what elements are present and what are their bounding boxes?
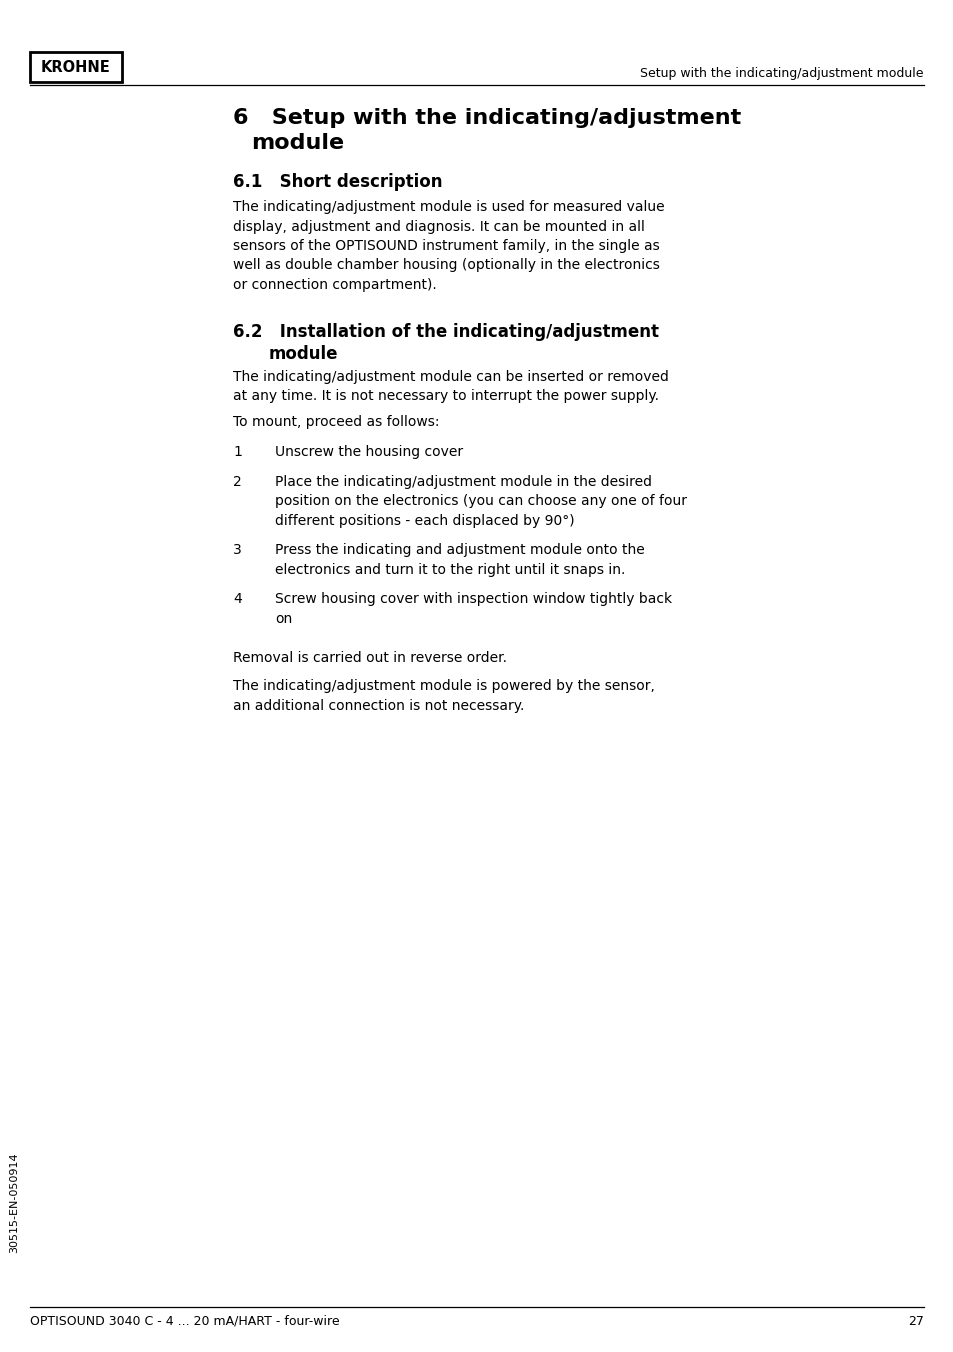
Text: The indicating/adjustment module is used for measured value: The indicating/adjustment module is used…: [233, 200, 664, 214]
Text: To mount, proceed as follows:: To mount, proceed as follows:: [233, 415, 439, 429]
Text: KROHNE: KROHNE: [41, 59, 111, 74]
Text: Unscrew the housing cover: Unscrew the housing cover: [274, 445, 462, 458]
Text: module: module: [269, 345, 338, 362]
Text: 6   Setup with the indicating/adjustment: 6 Setup with the indicating/adjustment: [233, 108, 740, 128]
Text: module: module: [251, 132, 344, 153]
Text: 2: 2: [233, 475, 241, 489]
Text: at any time. It is not necessary to interrupt the power supply.: at any time. It is not necessary to inte…: [233, 389, 659, 403]
Text: 3: 3: [233, 544, 241, 557]
Text: or connection compartment).: or connection compartment).: [233, 279, 436, 292]
Text: on: on: [274, 612, 292, 626]
Text: Removal is carried out in reverse order.: Removal is carried out in reverse order.: [233, 652, 506, 665]
Text: position on the electronics (you can choose any one of four: position on the electronics (you can cho…: [274, 495, 686, 508]
Text: well as double chamber housing (optionally in the electronics: well as double chamber housing (optional…: [233, 258, 659, 273]
Text: display, adjustment and diagnosis. It can be mounted in all: display, adjustment and diagnosis. It ca…: [233, 219, 644, 234]
Text: Setup with the indicating/adjustment module: Setup with the indicating/adjustment mod…: [639, 68, 923, 80]
Text: 4: 4: [233, 592, 241, 607]
Text: different positions - each displaced by 90°): different positions - each displaced by …: [274, 514, 574, 529]
Text: OPTISOUND 3040 C - 4 ... 20 mA/HART - four-wire: OPTISOUND 3040 C - 4 ... 20 mA/HART - fo…: [30, 1315, 339, 1328]
Text: 27: 27: [907, 1315, 923, 1328]
Text: electronics and turn it to the right until it snaps in.: electronics and turn it to the right unt…: [274, 562, 625, 577]
Text: The indicating/adjustment module is powered by the sensor,: The indicating/adjustment module is powe…: [233, 680, 654, 694]
Text: 6.2   Installation of the indicating/adjustment: 6.2 Installation of the indicating/adjus…: [233, 323, 659, 341]
Text: Screw housing cover with inspection window tightly back: Screw housing cover with inspection wind…: [274, 592, 672, 607]
Text: an additional connection is not necessary.: an additional connection is not necessar…: [233, 699, 524, 713]
Bar: [30, 51, 122, 82]
Text: 1: 1: [233, 445, 242, 458]
Text: 30515-EN-050914: 30515-EN-050914: [9, 1152, 19, 1252]
Text: sensors of the OPTISOUND instrument family, in the single as: sensors of the OPTISOUND instrument fami…: [233, 239, 659, 253]
Text: 6.1   Short description: 6.1 Short description: [233, 173, 442, 191]
Text: Place the indicating/adjustment module in the desired: Place the indicating/adjustment module i…: [274, 475, 651, 489]
Text: Press the indicating and adjustment module onto the: Press the indicating and adjustment modu…: [274, 544, 644, 557]
Text: The indicating/adjustment module can be inserted or removed: The indicating/adjustment module can be …: [233, 370, 668, 384]
